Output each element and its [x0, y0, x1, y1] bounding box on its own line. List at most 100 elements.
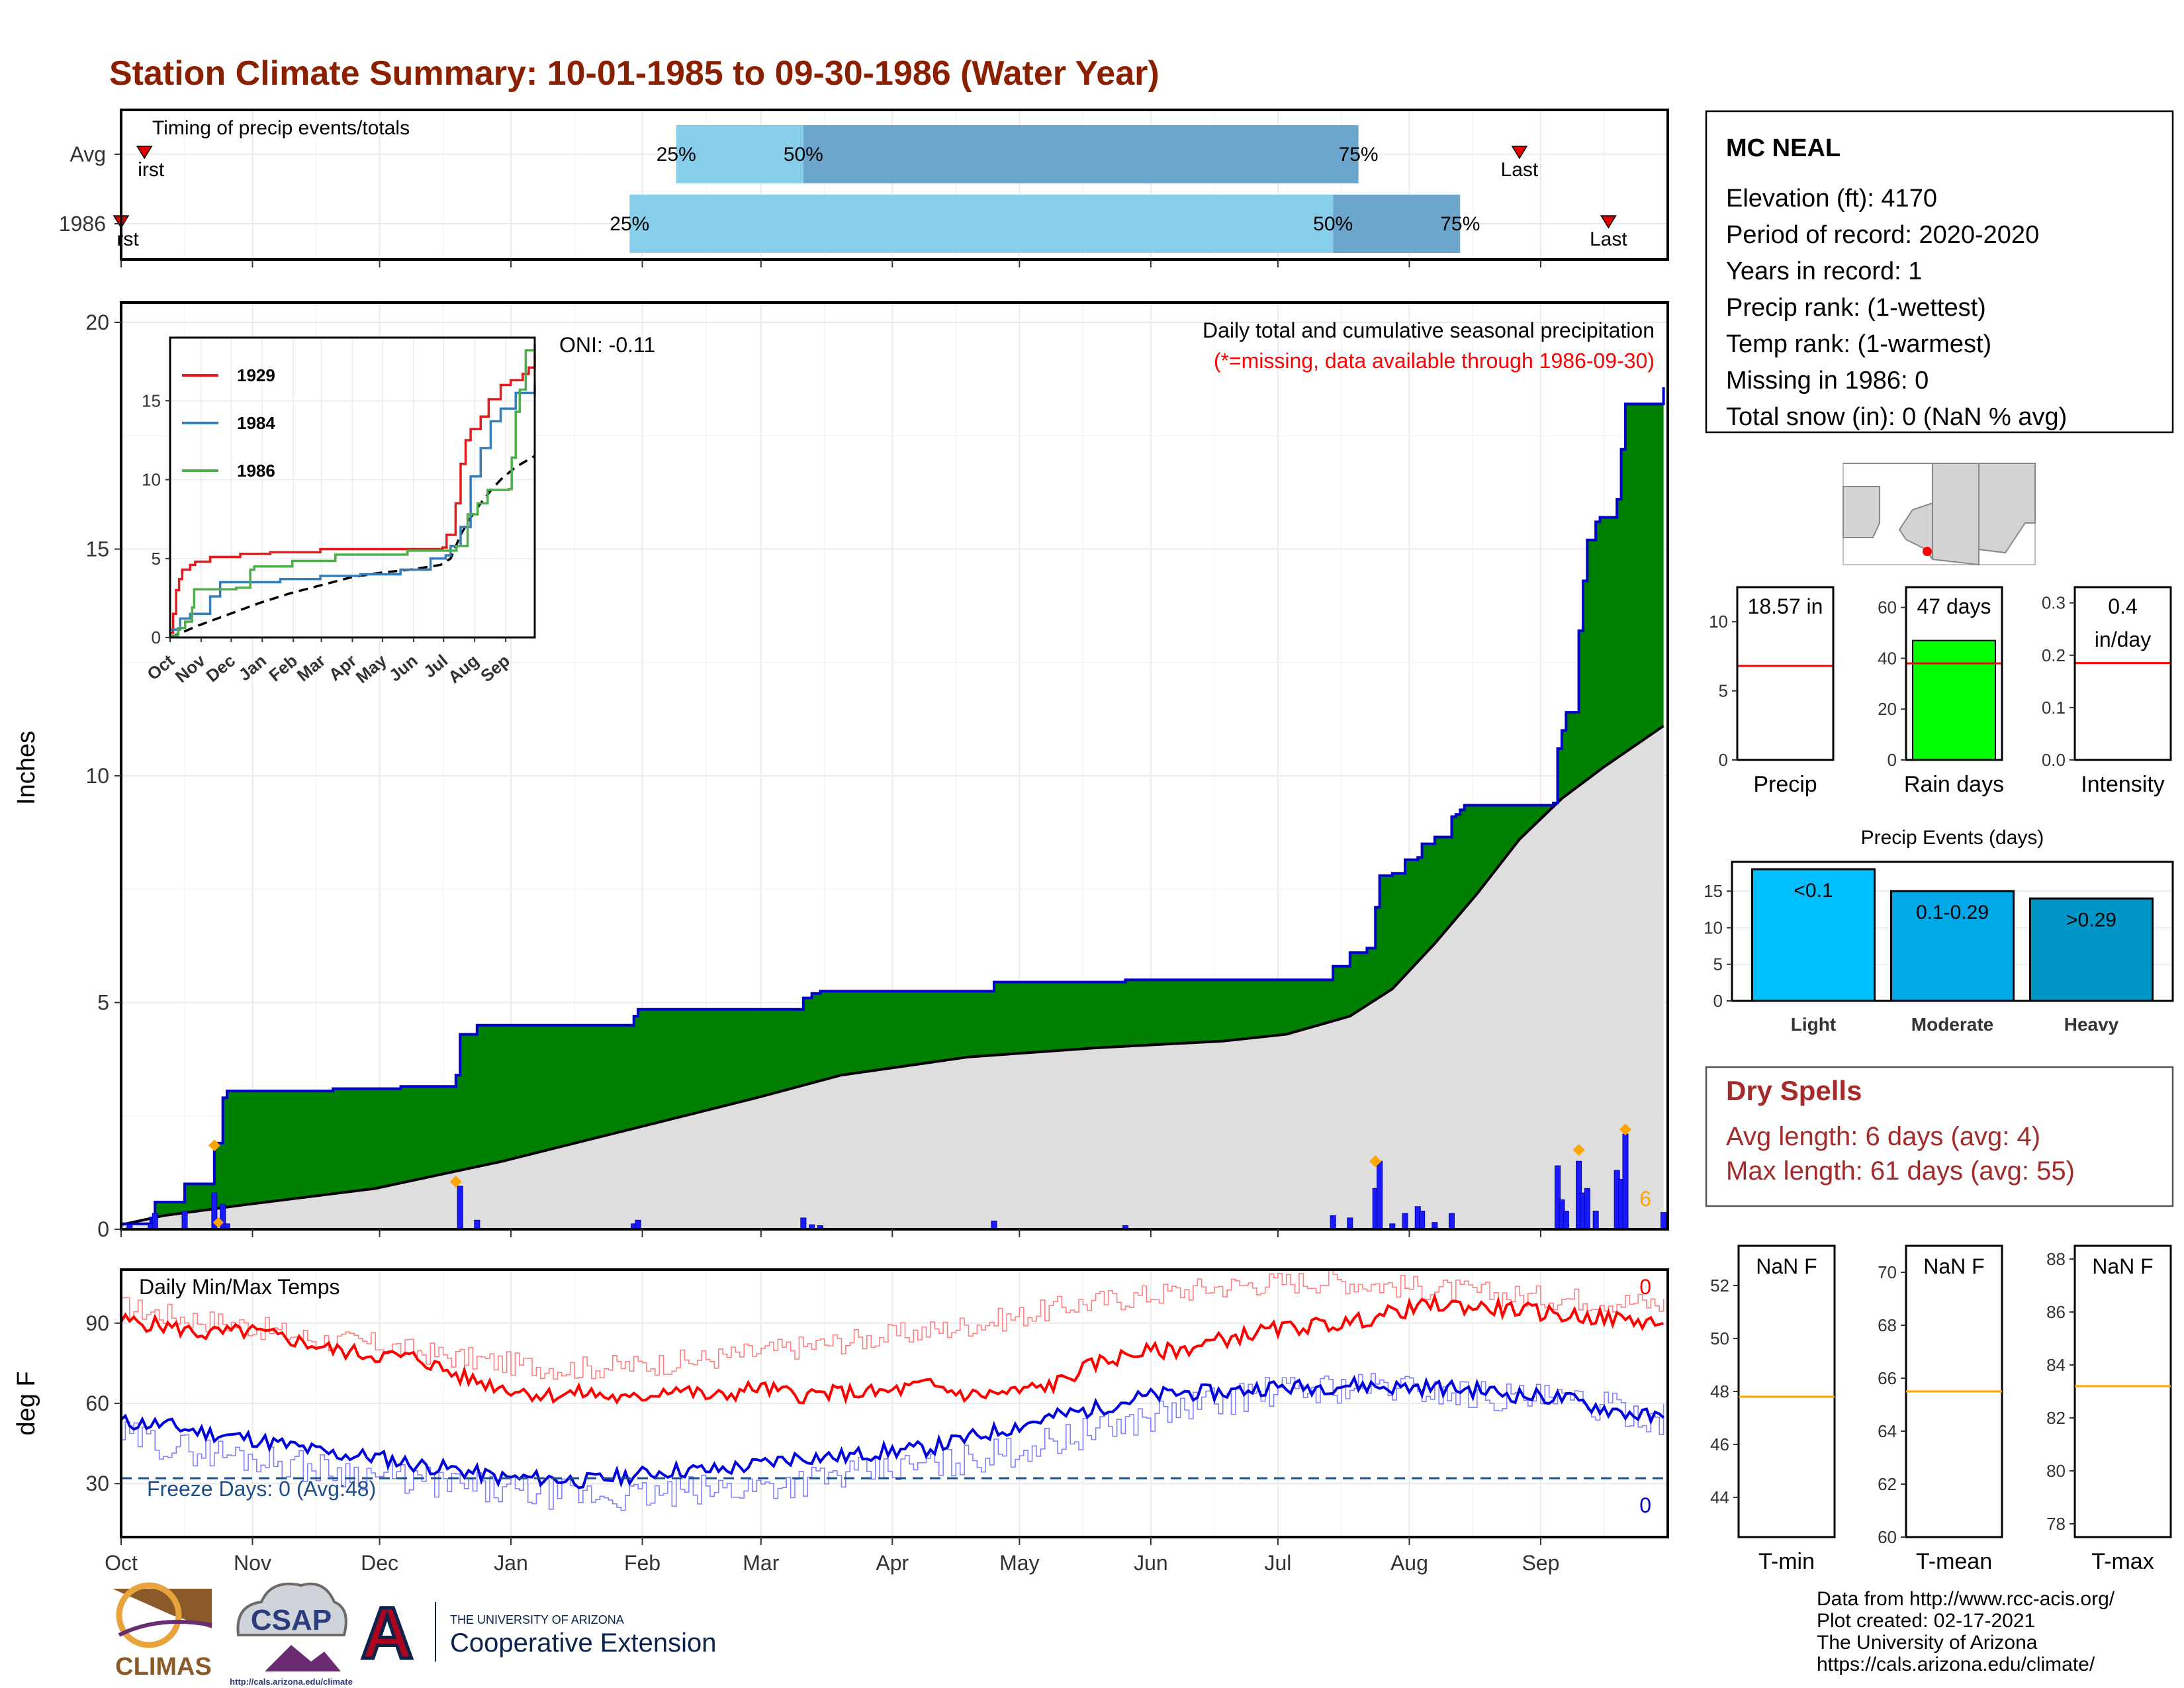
station-line-5: Missing in 1986: 0: [1726, 367, 1929, 395]
mini-ytick-label: 60: [1878, 598, 1897, 618]
events-ytick-label: 0: [1713, 991, 1723, 1011]
mini-bar-frame-1: [1905, 586, 2003, 761]
dry-spells-line-0: Avg length: 6 days (avg: 4): [1726, 1122, 2040, 1151]
month-label-Feb: Feb: [624, 1551, 660, 1575]
climas-logo-swoosh: [118, 1620, 212, 1637]
events-ytick-label: 5: [1713, 955, 1723, 974]
event-bar-label-Light: <0.1: [1794, 880, 1833, 902]
precip-ylabel: Inches: [13, 731, 40, 805]
cumulative-area: [121, 387, 1664, 1225]
temp-bar-ytick-label: 86: [2046, 1302, 2066, 1322]
daily-bar-32: [1592, 1211, 1599, 1230]
csap-logo-url: http://cals.arizona.edu/climate: [230, 1677, 353, 1687]
extreme-count: 6: [1639, 1187, 1651, 1211]
temp-bar-frame-2: [2073, 1244, 2172, 1538]
mini-ytick-label: 0: [1888, 750, 1897, 770]
temp-bar-value-1: NaN F: [1923, 1254, 1984, 1278]
temp-bar-ytick-label: 88: [2046, 1249, 2066, 1269]
timing-panel-label: Timing of precip events/totals: [152, 117, 410, 139]
map-land-west: [1843, 486, 1880, 538]
temp-bar-ytick-label: 78: [2046, 1514, 2066, 1534]
inset-chart: 192919841986051015OctNovDecJanFebMarAprM…: [142, 336, 536, 687]
footer-line-3: https://cals.arizona.edu/climate/: [1817, 1654, 2095, 1675]
mini-ytick-label: 5: [1719, 681, 1728, 701]
chart-title: Station Climate Summary: 10-01-1985 to 0…: [109, 54, 1160, 93]
mini-bar-value-label-2: 0.4: [2108, 594, 2137, 618]
last-label: Last: [1590, 228, 1627, 250]
temp-bar-ytick-label: 70: [1878, 1262, 1897, 1282]
daily-bar-19: [1377, 1160, 1383, 1230]
csap-logo-cloud: [236, 1582, 347, 1636]
first-label: irst: [138, 159, 165, 181]
month-label-Aug: Aug: [1390, 1551, 1428, 1575]
ua-logo-top: THE UNIVERSITY OF ARIZONA: [450, 1613, 624, 1626]
daily-bar-31: [1584, 1188, 1590, 1230]
inset-ytick-label: 15: [142, 391, 161, 410]
average-area: [121, 726, 1664, 1229]
timing-bar-25-50: [629, 195, 1334, 253]
tmin-1986-line: [120, 1374, 1664, 1489]
timing-row-label: 1986: [59, 212, 106, 236]
inset-legend-label-1929: 1929: [237, 365, 275, 385]
mini-ytick-label: 0.1: [2042, 698, 2066, 718]
temp-bar-ytick-label: 48: [1710, 1382, 1729, 1401]
temp-panel-label: Daily Min/Max Temps: [139, 1275, 340, 1299]
temp-bar-label-1: T-mean: [1916, 1549, 1992, 1574]
event-bar-Light: [1751, 868, 1876, 1002]
month-label-Dec: Dec: [361, 1551, 398, 1575]
event-bar-label-Heavy: >0.29: [2066, 909, 2116, 931]
timing-label-25: 25%: [657, 144, 696, 165]
station-line-3: Precip rank: (1-wettest): [1726, 294, 1986, 322]
timing-bar-50-75: [1333, 195, 1461, 253]
missing-note: (*=missing, data available through 1986-…: [1214, 349, 1655, 373]
temperature-panel: Freeze Days: 0 (Avg:48) Daily Min/Max Tem…: [13, 1268, 1669, 1575]
daily-bar-35: [1622, 1133, 1629, 1230]
precip-ytick-label: 15: [85, 538, 109, 561]
precip-ytick-label: 5: [97, 991, 109, 1015]
tmin-avg-line: [121, 1373, 1664, 1511]
precip-ytick-label: 20: [85, 310, 109, 334]
ua-logo-bottom: Cooperative Extension: [450, 1628, 716, 1658]
timing-bar-25-50: [676, 125, 803, 183]
footer: Data from http://www.rcc-acis.org/Plot c…: [113, 1582, 2115, 1687]
csap-logo-text: CSAP: [251, 1604, 332, 1636]
inset-ytick-label: 0: [152, 628, 161, 647]
inset-series-1984: [170, 385, 536, 631]
daily-bar-7: [457, 1186, 463, 1230]
timing-label-50: 50%: [784, 144, 823, 165]
climas-logo-shape: [113, 1589, 212, 1628]
daily-bar-16: [1330, 1215, 1336, 1230]
climas-logo-sun: [116, 1582, 182, 1648]
low-marker-0: [212, 1217, 224, 1228]
location-map: [1843, 463, 2036, 566]
daily-bar-25: [1448, 1213, 1455, 1230]
cumulative-line: [121, 387, 1665, 1225]
event-bar-label-Moderate: 0.1-0.29: [1916, 902, 1989, 923]
last-marker: [1600, 215, 1617, 229]
month-label-Nov: Nov: [234, 1551, 271, 1575]
event-bar-Moderate: [1890, 890, 2015, 1002]
mini-ytick-label: 0.3: [2042, 593, 2066, 613]
month-label-Sep: Sep: [1522, 1551, 1559, 1575]
daily-bar-2: [152, 1213, 158, 1230]
station-info-box: MC NEAL Elevation (ft): 4170 Period of rec…: [1705, 110, 2174, 434]
timing-bar-50-75: [803, 125, 1359, 183]
extreme-marker-0: [208, 1139, 220, 1152]
daily-bar-11: [800, 1217, 807, 1230]
month-label-Mar: Mar: [743, 1551, 779, 1575]
station-line-1: Period of record: 2020-2020: [1726, 221, 2039, 249]
events-ytick-label: 15: [1704, 881, 1723, 901]
mini-bar-value-1: [1912, 639, 1996, 761]
tmax-avg-line: [121, 1269, 1664, 1380]
event-category-Light: Light: [1791, 1014, 1836, 1035]
temp-ytick-label: 30: [85, 1472, 109, 1495]
inset-series-1986: [170, 344, 536, 637]
first-marker: [136, 146, 153, 160]
min-count: 0: [1639, 1493, 1651, 1517]
temp-bar-ytick-label: 44: [1710, 1487, 1729, 1507]
daily-bar-10: [635, 1219, 641, 1230]
month-label-Apr: Apr: [876, 1551, 909, 1575]
mini-ytick-label: 40: [1878, 648, 1897, 668]
daily-bar-3: [181, 1211, 188, 1230]
temp-bar-ytick-label: 68: [1878, 1315, 1897, 1335]
